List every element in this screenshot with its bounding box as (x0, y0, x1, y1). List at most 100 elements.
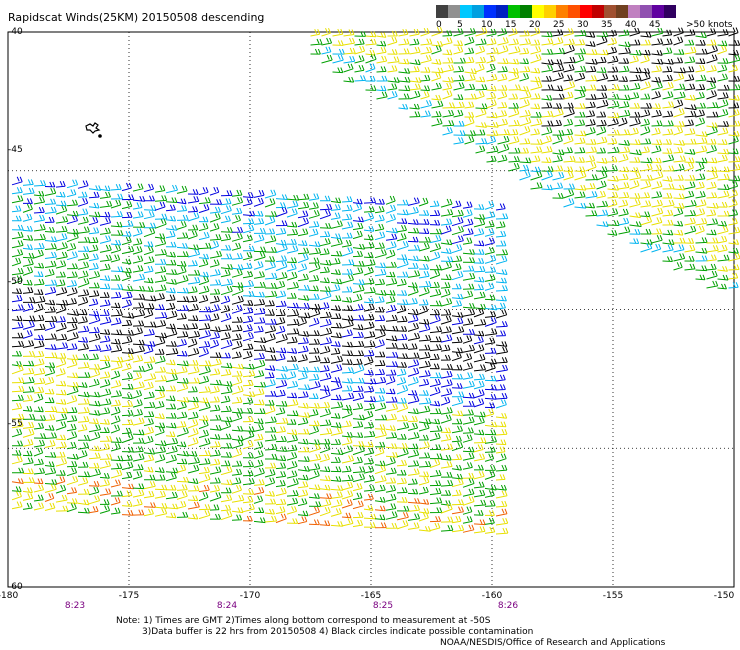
wind-barb (154, 474, 166, 481)
wind-barb (11, 449, 22, 456)
wind-barb (319, 337, 332, 346)
wind-barb (253, 261, 264, 270)
wind-barb (22, 421, 35, 429)
wind-barb (651, 27, 664, 37)
wind-barb (187, 276, 201, 285)
wind-barb (209, 250, 223, 259)
wind-barb (44, 322, 56, 331)
wind-barb (319, 311, 332, 319)
wind-barb (519, 171, 531, 181)
wind-barb (66, 343, 78, 351)
wind-barb (321, 27, 331, 37)
wind-barb (99, 191, 111, 199)
wind-barb (253, 325, 264, 333)
wind-barb (297, 210, 309, 219)
wind-barb (220, 313, 232, 323)
wind-barb (231, 448, 243, 458)
wind-barb (319, 302, 330, 310)
wind-barb (143, 246, 154, 256)
lon-label-1: -180 (0, 591, 19, 601)
wind-barb (363, 234, 374, 241)
wind-barb (88, 216, 99, 226)
wind-barb (418, 263, 429, 270)
wind-barb (275, 325, 286, 335)
wind-barb (484, 464, 496, 471)
wind-barb (253, 307, 266, 315)
wind-barb (143, 426, 154, 436)
wind-barb (319, 506, 331, 517)
legend-label: 45 (649, 20, 661, 30)
wind-barb (442, 57, 454, 64)
wind-barb (198, 397, 209, 404)
wind-barb (442, 109, 455, 118)
wind-barb (231, 460, 243, 467)
wind-barb (209, 386, 220, 394)
wind-barb (78, 372, 91, 378)
wind-barb (462, 392, 475, 399)
wind-barb (706, 39, 717, 46)
wind-barb (552, 72, 564, 82)
wind-barb (11, 440, 24, 447)
wind-barb (121, 362, 132, 372)
wind-barb (187, 450, 198, 457)
wind-barb (143, 502, 157, 508)
wind-barb (396, 377, 407, 386)
wind-barb (264, 508, 275, 515)
wind-barb (495, 527, 509, 535)
wind-barb (275, 353, 286, 362)
wind-barb (143, 303, 155, 310)
wind-barb (429, 344, 442, 352)
wind-barb (352, 511, 364, 519)
wind-barb (55, 441, 67, 449)
wind-barb (143, 381, 154, 391)
wind-barb (198, 216, 209, 223)
wind-barb (385, 249, 396, 259)
wind-barb (308, 493, 320, 499)
wind-barb (264, 372, 275, 379)
wind-barb (341, 378, 354, 384)
wind-barb (374, 315, 386, 322)
wind-barb (341, 341, 354, 348)
wind-barb (407, 352, 420, 359)
wind-barb (11, 350, 22, 357)
wind-barb (629, 192, 641, 199)
wind-barb (143, 435, 154, 445)
wind-barb (121, 372, 133, 381)
wind-barb (495, 508, 508, 517)
wind-barb (100, 499, 110, 505)
wind-barb (552, 37, 564, 46)
wind-barb (429, 219, 441, 226)
wind-barb (220, 278, 233, 287)
wind-barb (629, 221, 642, 227)
wind-barb (132, 417, 145, 426)
wind-barb (132, 183, 144, 192)
wind-barb (418, 305, 429, 315)
wind-barb (66, 467, 78, 477)
wind-barb (429, 408, 442, 415)
wind-barb (396, 315, 408, 323)
wind-barb (684, 237, 695, 244)
wind-barb (684, 138, 697, 145)
wind-barb (11, 402, 23, 411)
wind-barb (596, 166, 608, 172)
wind-barb (242, 503, 255, 513)
wind-barb (33, 367, 46, 376)
wind-barb (77, 434, 90, 441)
wind-barb (418, 486, 429, 495)
wind-barb (717, 283, 727, 290)
wind-barb (418, 499, 430, 505)
wind-barb (275, 334, 288, 344)
wind-barb (497, 37, 509, 46)
wind-barb (88, 424, 102, 433)
wind-barb (286, 434, 298, 443)
wind-barb (55, 225, 68, 233)
wind-barb (640, 228, 652, 235)
wind-barb (264, 309, 275, 316)
wind-barb (242, 252, 253, 261)
wind-barb (352, 294, 363, 303)
wind-barb (497, 110, 508, 118)
wind-barb (242, 351, 253, 360)
wind-barb (264, 246, 277, 253)
wind-barb (396, 333, 408, 341)
wind-barb (319, 453, 330, 463)
